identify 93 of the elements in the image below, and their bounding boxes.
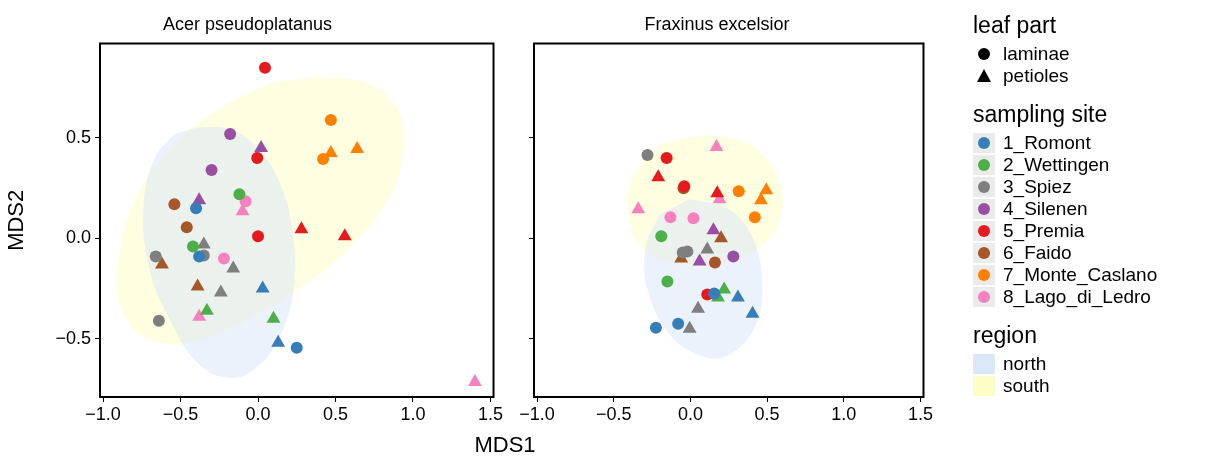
point xyxy=(748,211,761,224)
y-axis-title: MDS2 xyxy=(3,189,29,251)
point xyxy=(655,230,668,243)
chart-title: Acer pseudoplatanus xyxy=(162,13,333,34)
point xyxy=(294,221,309,234)
text: leaf part xyxy=(973,12,1058,39)
point xyxy=(252,230,265,243)
point xyxy=(691,300,706,313)
point xyxy=(754,192,768,205)
point xyxy=(759,182,774,195)
point xyxy=(233,188,246,201)
point xyxy=(266,310,281,323)
point xyxy=(641,149,654,162)
point xyxy=(290,341,303,354)
point xyxy=(152,314,165,327)
x-tick-label: 0.0 xyxy=(245,403,271,424)
legend-label: 3_Spiez xyxy=(1003,176,1072,198)
legend-label: north xyxy=(1003,353,1047,375)
point xyxy=(731,289,745,302)
point xyxy=(180,221,193,234)
point xyxy=(631,201,646,214)
x-tick-label: 1.0 xyxy=(400,403,426,424)
point xyxy=(661,275,674,288)
x-tick-label: 0.5 xyxy=(322,403,348,424)
point xyxy=(350,141,365,154)
x-tick-label: 1.5 xyxy=(907,403,933,424)
point xyxy=(651,169,666,182)
legend-label: south xyxy=(1003,375,1050,397)
x-tick-label: −1.0 xyxy=(85,403,121,424)
point xyxy=(708,287,721,300)
point xyxy=(700,241,715,254)
legend-label: 6_Faido xyxy=(1003,242,1072,264)
legend-label: 5_Premia xyxy=(1003,220,1085,242)
point xyxy=(706,222,721,235)
point xyxy=(692,253,707,266)
point xyxy=(149,250,162,263)
point xyxy=(190,278,205,291)
point xyxy=(709,139,724,152)
x-tick-label: −1.0 xyxy=(519,403,555,424)
point xyxy=(727,250,740,263)
point xyxy=(168,198,181,211)
point xyxy=(672,317,685,330)
point xyxy=(190,202,203,215)
point xyxy=(217,252,230,265)
point xyxy=(226,260,241,273)
point xyxy=(467,373,482,386)
point xyxy=(710,185,725,198)
legend-label: 4_Silenen xyxy=(1003,198,1088,220)
x-axis-title: MDS1 xyxy=(473,432,537,458)
text: laminae xyxy=(1003,43,1070,65)
x-tick-label: 0.5 xyxy=(754,403,780,424)
x-tick-label: −0.5 xyxy=(595,403,632,424)
point xyxy=(213,284,228,297)
point xyxy=(199,302,214,315)
point xyxy=(317,153,330,166)
point xyxy=(155,256,169,269)
x-tick-label: 1.0 xyxy=(831,403,857,424)
legend-label: 2_Wettingen xyxy=(1003,154,1110,176)
point xyxy=(660,152,673,165)
point xyxy=(708,256,721,269)
point xyxy=(193,250,206,263)
x-tick-label: 1.5 xyxy=(477,403,503,424)
point xyxy=(687,212,700,225)
y-tick-label: −0.5 xyxy=(55,327,91,348)
point xyxy=(271,334,286,347)
point xyxy=(205,164,218,177)
point xyxy=(745,305,760,318)
point xyxy=(254,140,269,153)
legend-label: 8_Lago_di_Ledro xyxy=(1003,286,1151,308)
x-tick-label: 0.0 xyxy=(677,403,703,424)
text: petioles xyxy=(1003,65,1069,87)
legend-title: sampling site xyxy=(973,101,1109,128)
legend-label: 1_Romont xyxy=(1003,132,1091,154)
x-tick-label: −0.5 xyxy=(162,403,199,424)
point xyxy=(224,127,237,140)
point xyxy=(337,228,352,241)
point xyxy=(192,308,207,321)
chart-title: Fraxinus excelsior xyxy=(644,13,790,34)
point xyxy=(682,320,697,333)
legend-label: 7_Monte_Caslano xyxy=(1003,264,1158,286)
point xyxy=(664,211,677,224)
point xyxy=(649,321,662,334)
point xyxy=(251,152,264,165)
point xyxy=(324,113,337,126)
y-tick-label: 0.5 xyxy=(65,126,91,147)
point xyxy=(717,281,732,294)
y-tick-label: 0.0 xyxy=(65,227,91,248)
point xyxy=(732,185,745,198)
point xyxy=(714,230,729,243)
point xyxy=(255,280,270,293)
point xyxy=(186,240,199,253)
text: region xyxy=(973,322,1038,349)
point xyxy=(259,61,271,74)
